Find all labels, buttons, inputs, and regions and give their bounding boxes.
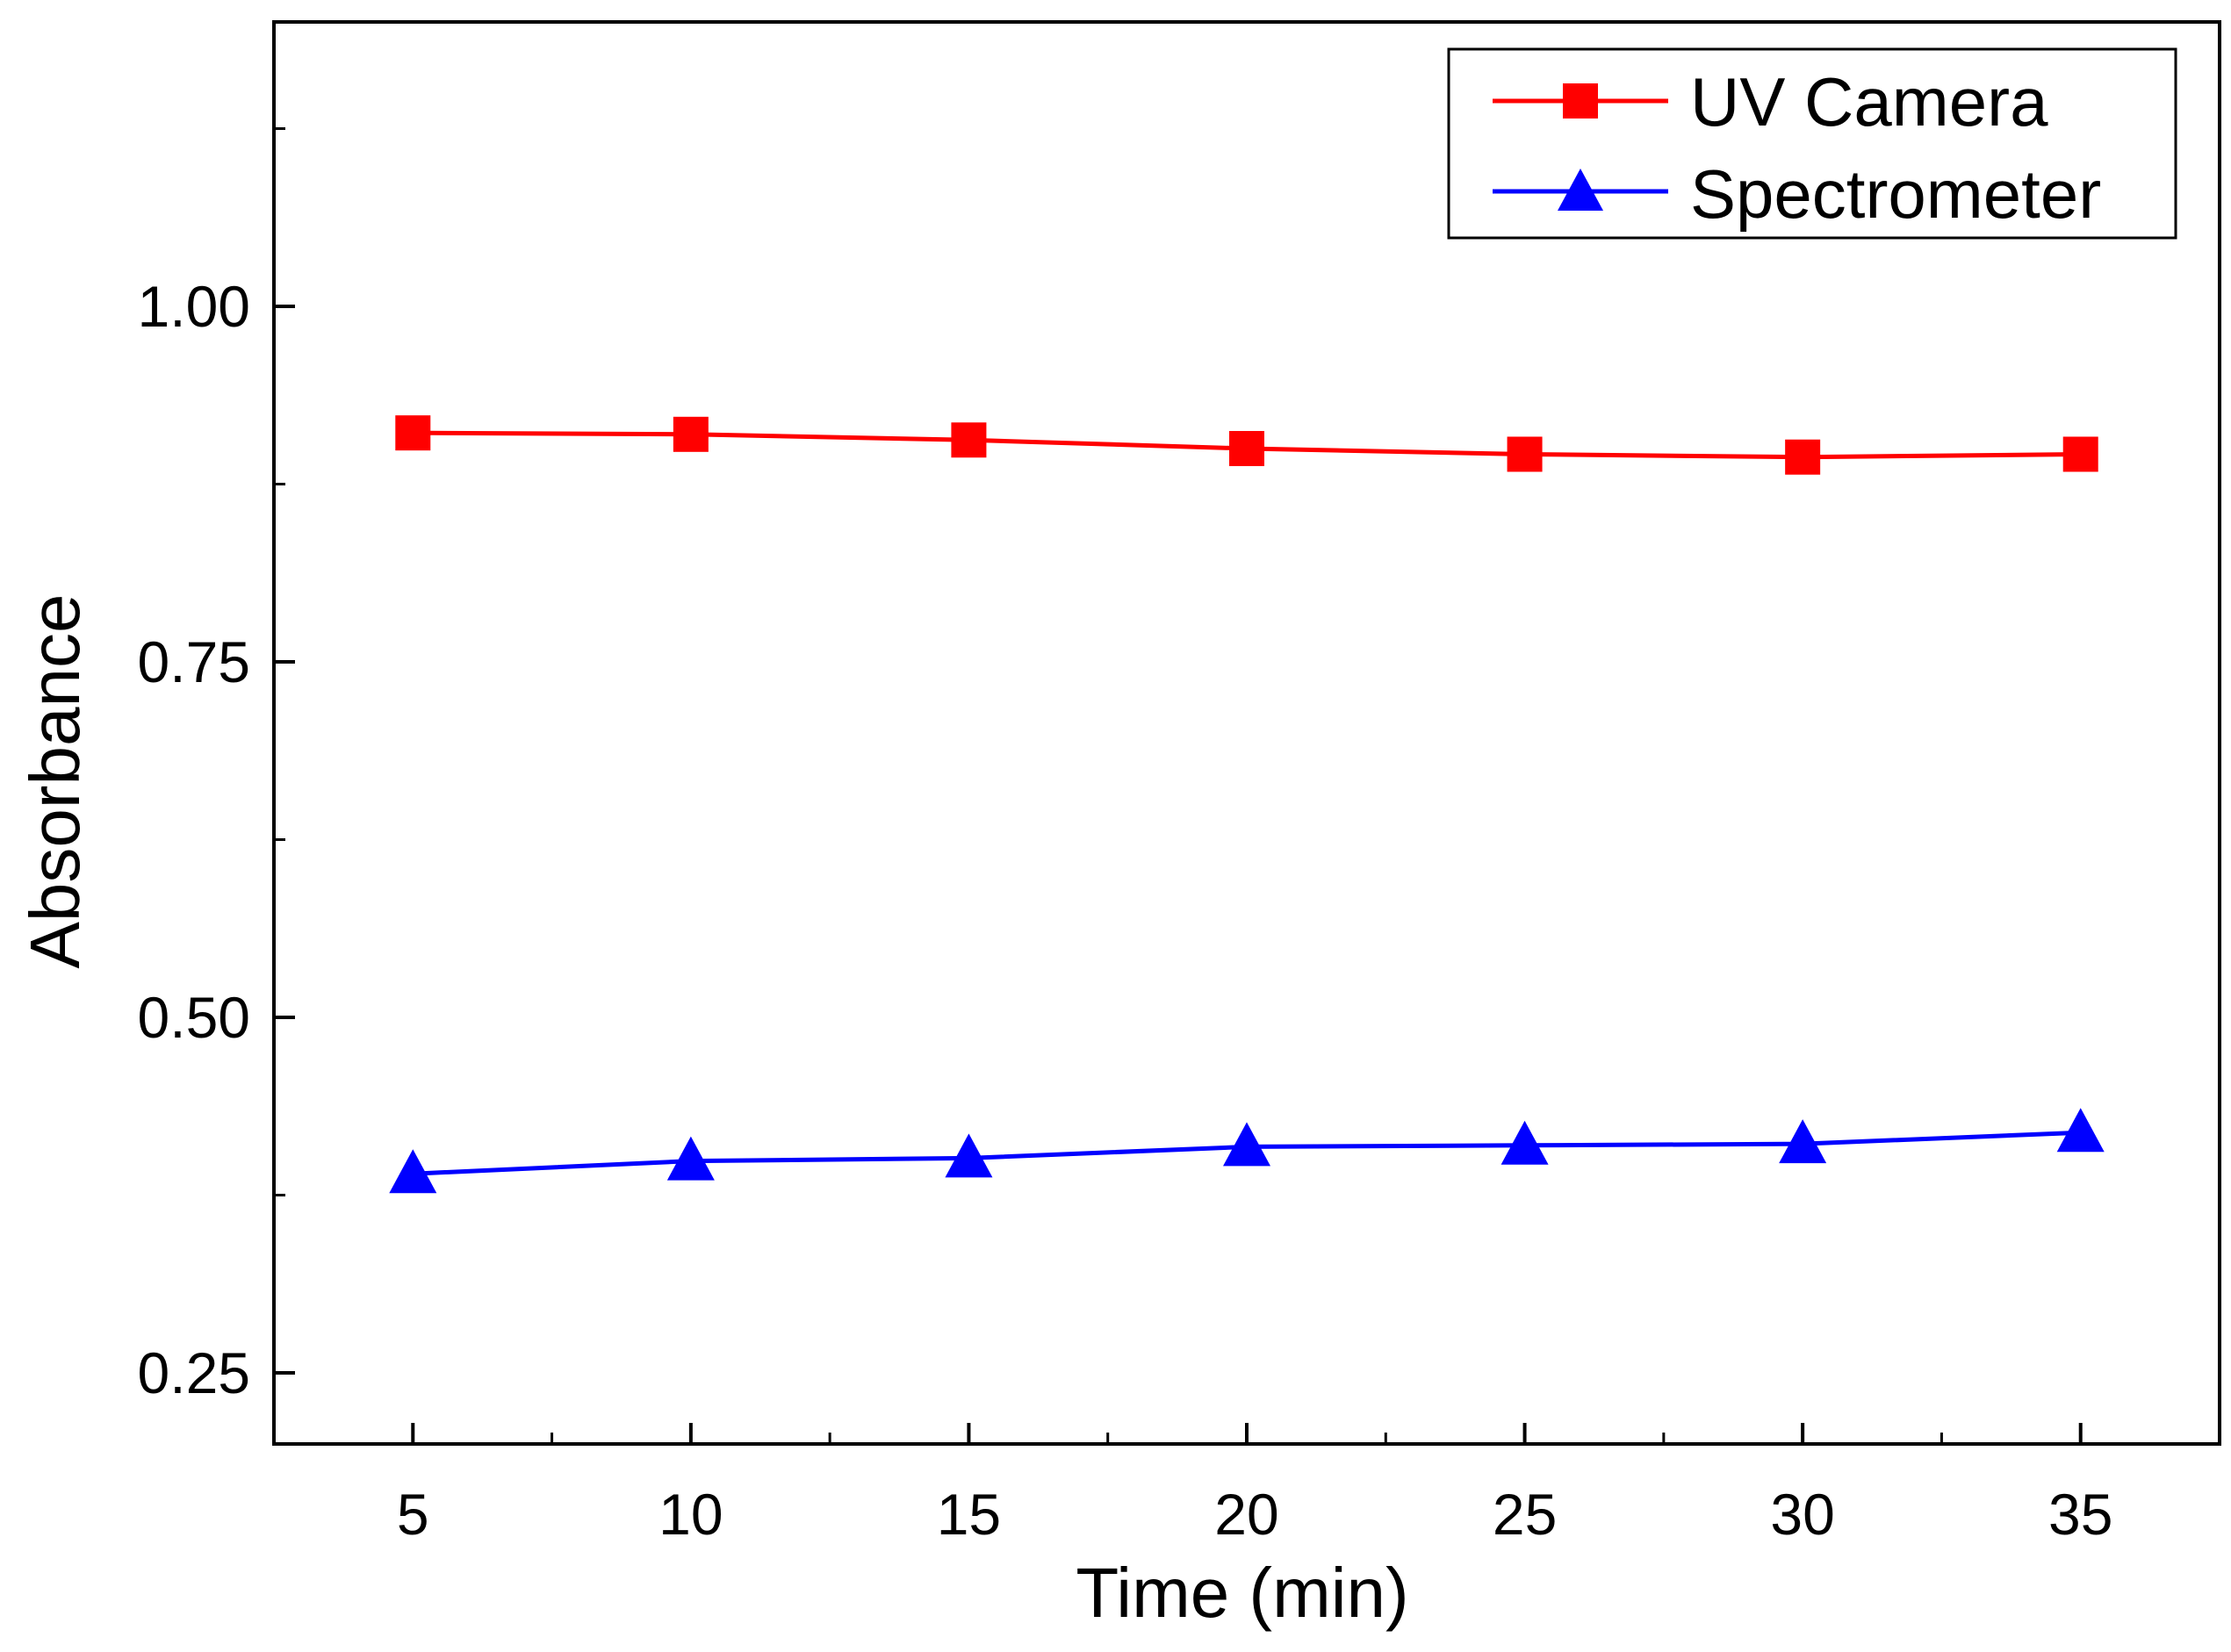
y-tick-label: 1.00	[138, 274, 250, 339]
data-point-triangle	[1501, 1120, 1549, 1165]
x-tick-label: 5	[397, 1482, 429, 1547]
y-axis-ticks: 0.25 0.50 0.75 1.00	[138, 127, 295, 1405]
data-point-triangle	[1223, 1122, 1270, 1167]
y-axis-title: Absorbance	[16, 594, 94, 969]
x-tick-label: 35	[2048, 1482, 2112, 1547]
y-tick-label: 0.75	[138, 629, 250, 694]
x-tick-label: 30	[1770, 1482, 1834, 1547]
data-point-square	[673, 416, 709, 452]
data-point-square	[2062, 436, 2098, 472]
legend: UV Camera Spectrometer	[1447, 47, 2177, 240]
data-point-square	[1785, 439, 1821, 475]
data-point-triangle	[389, 1149, 437, 1194]
x-axis-title: Time (min)	[1076, 1554, 1408, 1632]
x-axis-ticks: 5 10 15 20 25 30 35	[397, 1423, 2112, 1547]
y-tick-label: 0.25	[138, 1340, 250, 1405]
data-point-triangle	[2056, 1108, 2105, 1153]
legend-marker-triangle	[1558, 169, 1603, 211]
data-point-triangle	[1779, 1119, 1827, 1164]
legend-label-spectrometer: Spectrometer	[1690, 155, 2101, 233]
x-tick-label: 25	[1493, 1482, 1557, 1547]
data-point-square	[951, 422, 987, 458]
x-tick-label: 15	[937, 1482, 1001, 1547]
data-point-triangle	[945, 1133, 993, 1178]
data-point-square	[1507, 436, 1543, 472]
y-tick-label: 0.50	[138, 985, 250, 1050]
x-tick-label: 20	[1214, 1482, 1278, 1547]
legend-label-uv-camera: UV Camera	[1690, 63, 2048, 140]
data-point-triangle	[666, 1136, 715, 1181]
x-tick-label: 10	[659, 1482, 723, 1547]
data-point-square	[395, 415, 431, 451]
legend-marker-square	[1563, 83, 1598, 119]
data-point-square	[1229, 431, 1264, 466]
series-layer	[389, 415, 2105, 1194]
